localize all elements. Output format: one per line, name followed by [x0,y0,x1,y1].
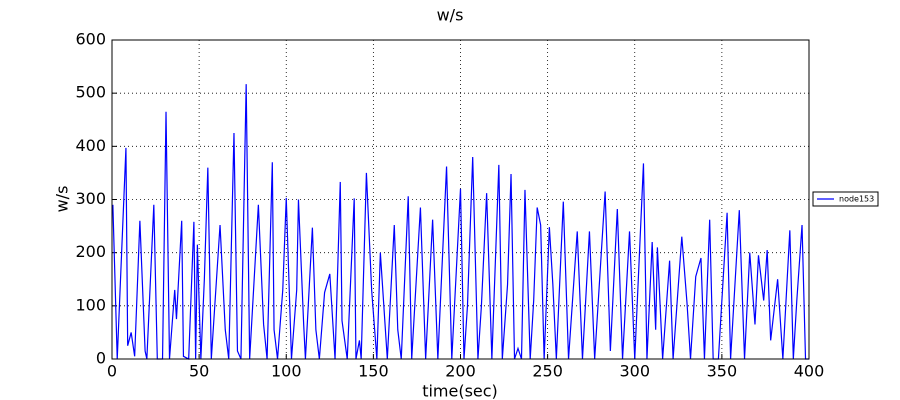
x-tick-label: 300 [619,362,650,381]
y-tick-label: 100 [75,295,106,314]
plot-frame [111,39,810,360]
chart-title: w/s [437,6,464,25]
x-tick-label: 200 [445,362,476,381]
x-tick-label: 350 [707,362,738,381]
legend-box [812,191,879,207]
x-tick-label: 400 [794,362,825,381]
x-tick-label: 150 [358,362,389,381]
y-tick-label: 600 [75,30,106,49]
x-tick-label: 0 [107,362,117,381]
y-tick-label: 400 [75,136,106,155]
x-tick-label: 250 [532,362,563,381]
legend-label: node153 [839,195,874,204]
x-tick-label: 100 [271,362,302,381]
y-tick-label: 200 [75,242,106,261]
y-tick-label: 300 [75,189,106,208]
y-tick-label: 500 [75,83,106,102]
y-tick-label: 0 [96,349,106,368]
y-axis-label: w/s [53,186,72,213]
x-axis-label: time(sec) [422,382,498,400]
x-tick-label: 50 [189,362,209,381]
